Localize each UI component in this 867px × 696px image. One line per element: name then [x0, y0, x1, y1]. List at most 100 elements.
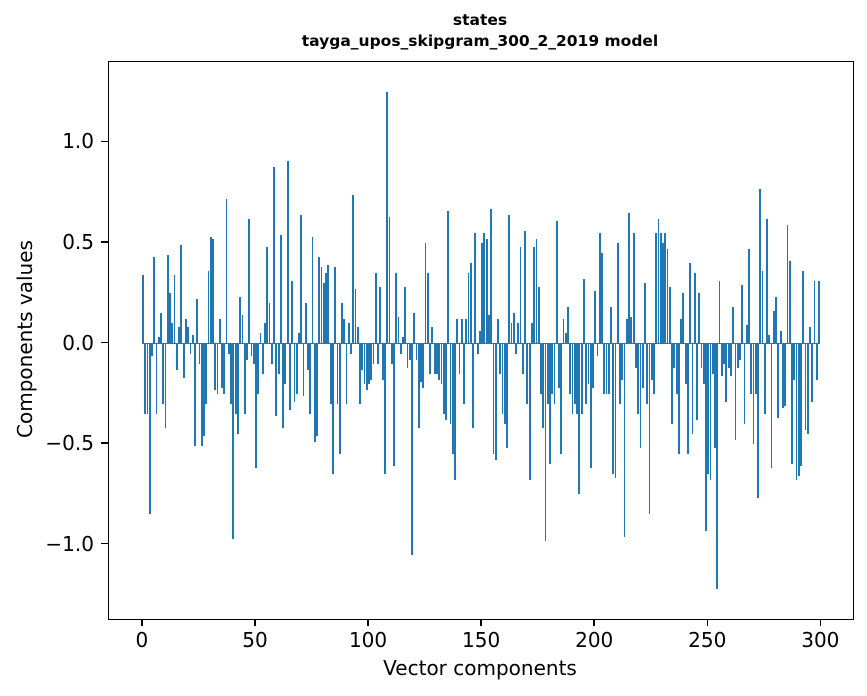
- bar-component-214: [625, 319, 628, 344]
- bar-component-160: [503, 343, 506, 424]
- bar-component-289: [795, 343, 798, 481]
- bar-component-21: [189, 343, 192, 354]
- bar-component-83: [329, 343, 332, 404]
- bar-component-139: [456, 319, 459, 344]
- bar-component-178: [544, 343, 547, 541]
- bar-component-146: [472, 343, 474, 428]
- bar-component-46: [246, 343, 248, 360]
- bar-component-50: [255, 343, 257, 469]
- bar-component-2: [146, 343, 149, 414]
- bar-component-250: [707, 343, 710, 475]
- bar-component-102: [372, 343, 375, 364]
- bar-component-254: [716, 343, 719, 589]
- bar-component-6: [155, 343, 158, 414]
- bar-component-223: [646, 343, 649, 404]
- bar-component-42: [236, 343, 239, 434]
- x-tick-label-250: 250: [688, 628, 727, 652]
- bar-component-118: [408, 343, 411, 360]
- bar-component-271: [754, 343, 757, 394]
- bar-component-157: [497, 319, 499, 344]
- bar-component-59: [275, 343, 278, 416]
- bar-component-272: [757, 343, 759, 499]
- bar-component-106: [381, 343, 384, 380]
- bar-component-71: [302, 343, 305, 396]
- bar-component-125: [424, 242, 427, 344]
- bar-component-77: [316, 343, 318, 436]
- bar-component-235: [673, 343, 676, 368]
- bar-component-284: [784, 343, 787, 406]
- bar-component-123: [420, 343, 422, 382]
- y-tick-mark-−0.5: [101, 442, 108, 444]
- bar-component-131: [438, 343, 441, 380]
- bar-component-9: [162, 343, 165, 404]
- bar-component-208: [612, 343, 615, 475]
- bar-component-180: [549, 343, 551, 465]
- bar-component-285: [786, 224, 789, 344]
- bar-component-290: [797, 343, 800, 477]
- bar-component-202: [598, 232, 601, 344]
- y-tick-mark-0.0: [101, 341, 108, 344]
- bar-component-147: [474, 232, 477, 344]
- bar-component-155: [492, 343, 495, 455]
- bar-component-268: [748, 249, 750, 344]
- bar-component-25: [198, 343, 201, 364]
- bar-component-22: [191, 335, 194, 344]
- bar-component-103: [374, 273, 377, 344]
- bar-component-238: [680, 319, 683, 344]
- bar-component-201: [596, 343, 599, 356]
- bar-component-213: [623, 343, 626, 537]
- bar-component-121: [415, 343, 418, 360]
- bar-component-43: [239, 297, 242, 344]
- bar-component-7: [157, 337, 160, 344]
- bar-component-78: [318, 257, 321, 344]
- bar-component-207: [610, 307, 612, 344]
- bar-component-27: [203, 343, 205, 436]
- bar-component-234: [671, 343, 673, 424]
- bar-component-193: [578, 343, 581, 495]
- bar-component-247: [700, 343, 703, 368]
- y-tick-mark-0.5: [101, 241, 108, 243]
- bar-component-45: [243, 343, 246, 414]
- bar-component-227: [655, 232, 658, 344]
- bar-component-176: [540, 343, 542, 394]
- bar-component-280: [775, 297, 777, 344]
- bar-component-132: [440, 343, 443, 384]
- bar-component-120: [413, 313, 416, 344]
- bar-component-35: [221, 343, 223, 388]
- bar-component-281: [777, 343, 780, 418]
- bar-component-226: [653, 343, 655, 394]
- y-tick-label-−0.5: −0.5: [45, 431, 94, 456]
- bar-component-221: [641, 343, 644, 388]
- bar-component-195: [582, 279, 585, 344]
- bar-component-169: [524, 230, 526, 344]
- bar-component-286: [788, 261, 791, 344]
- bar-component-80: [322, 283, 325, 344]
- bar-component-251: [709, 343, 712, 481]
- bar-component-257: [723, 343, 725, 364]
- bar-component-119: [411, 343, 413, 555]
- bar-component-253: [714, 343, 716, 449]
- bar-component-278: [770, 343, 773, 469]
- bar-component-275: [763, 343, 766, 414]
- bar-component-82: [327, 265, 330, 344]
- bar-component-20: [187, 327, 190, 344]
- bar-component-248: [702, 343, 705, 384]
- bar-component-74: [309, 343, 312, 414]
- bar-component-85: [334, 267, 337, 344]
- bar-component-170: [526, 343, 529, 404]
- bar-component-145: [469, 263, 472, 344]
- bar-component-260: [729, 343, 732, 376]
- bar-component-44: [241, 315, 244, 344]
- bar-component-158: [499, 343, 502, 374]
- bar-component-273: [759, 188, 762, 344]
- x-tick-mark-300: [819, 619, 822, 626]
- bar-component-168: [521, 343, 524, 374]
- bar-component-261: [732, 307, 735, 344]
- bar-component-231: [664, 232, 667, 344]
- bar-component-218: [635, 343, 637, 368]
- bar-component-127: [429, 343, 431, 374]
- bar-component-47: [248, 218, 251, 344]
- bar-component-13: [171, 323, 174, 344]
- bar-component-72: [304, 303, 307, 344]
- bar-component-209: [614, 343, 617, 479]
